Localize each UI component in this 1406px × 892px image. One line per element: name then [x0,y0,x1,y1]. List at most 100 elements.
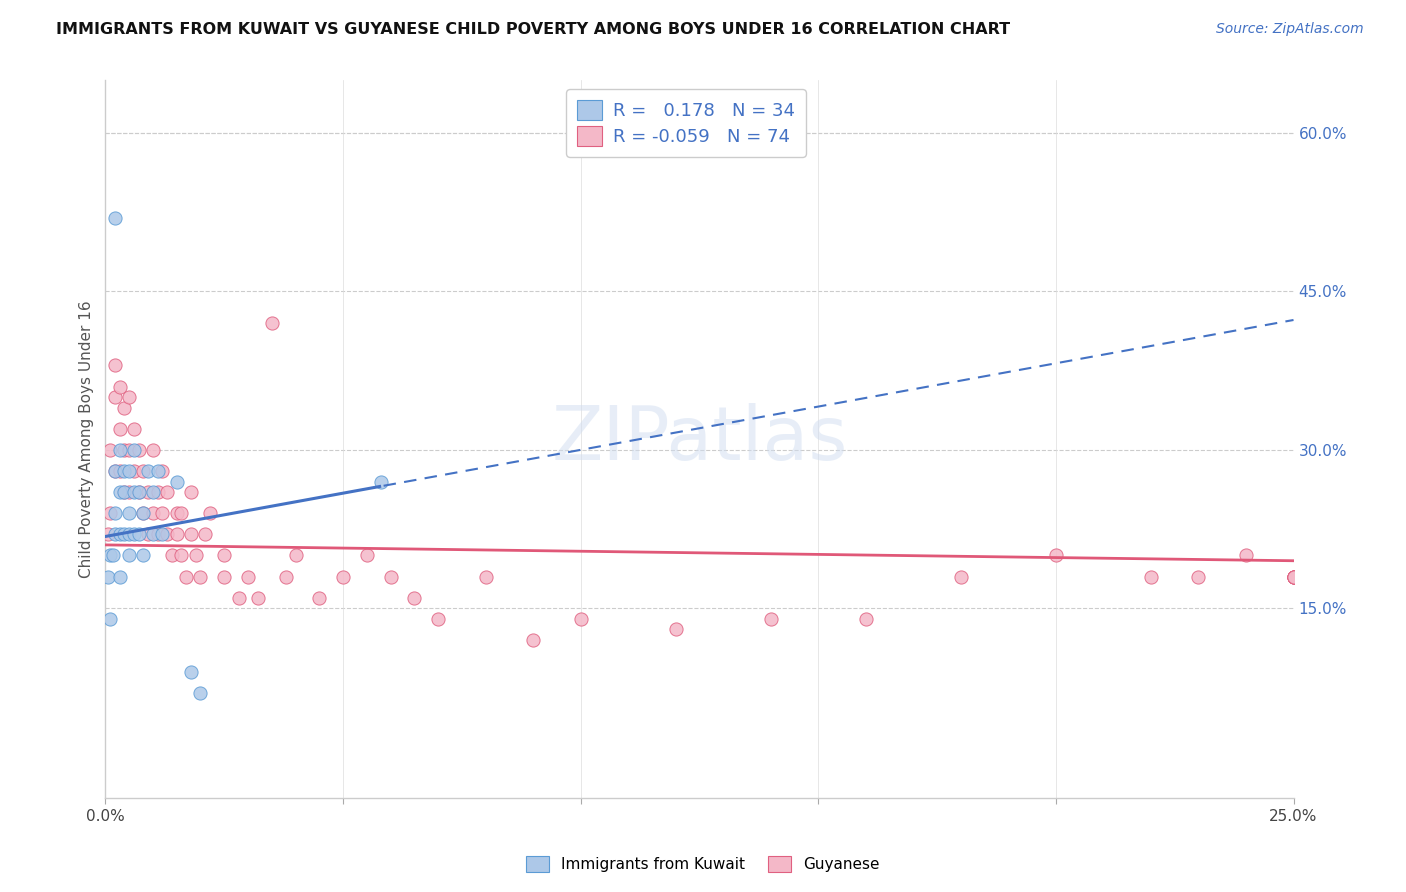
Point [142,442,165,457]
Point [370,475,392,489]
Point [427,612,450,626]
Point [170,549,193,563]
Point [122,485,145,500]
Point [108,464,131,478]
Point [118,506,141,520]
Point [855,612,877,626]
Point [665,623,688,637]
Point [104,464,127,478]
Point [190,686,212,700]
Point [146,527,169,541]
Point [98,612,121,626]
Point [569,612,592,626]
Point [180,527,202,541]
Point [152,464,174,478]
Point [474,569,496,583]
Point [118,464,141,478]
Point [194,527,217,541]
Point [132,506,155,520]
Point [128,442,150,457]
Point [156,527,179,541]
Point [132,506,155,520]
Point [146,464,169,478]
Point [104,464,127,478]
Point [104,359,127,373]
Point [104,390,127,404]
Point [274,569,297,583]
Point [128,485,150,500]
Point [380,569,402,583]
Point [98,549,121,563]
Point [1045,549,1067,563]
Legend: R =   0.178   N = 34, R = -0.059   N = 74: R = 0.178 N = 34, R = -0.059 N = 74 [567,89,806,157]
Point [122,422,145,436]
Point [190,569,212,583]
Point [198,506,221,520]
Point [522,632,544,647]
Point [118,527,141,541]
Point [146,485,169,500]
Point [136,464,159,478]
Point [214,549,236,563]
Point [166,475,188,489]
Point [949,569,972,583]
Point [1282,569,1305,583]
Point [759,612,782,626]
Point [98,442,121,457]
Point [166,527,188,541]
Point [236,569,259,583]
Point [1234,549,1257,563]
Point [108,527,131,541]
Point [356,549,378,563]
Point [160,549,183,563]
Point [1282,569,1305,583]
Point [108,379,131,393]
Y-axis label: Child Poverty Among Boys Under 16: Child Poverty Among Boys Under 16 [79,301,94,578]
Point [118,549,141,563]
Point [180,665,202,679]
Legend: Immigrants from Kuwait, Guyanese: Immigrants from Kuwait, Guyanese [519,848,887,880]
Point [246,591,269,605]
Point [308,591,330,605]
Point [114,485,136,500]
Point [108,422,131,436]
Point [104,527,127,541]
Text: IMMIGRANTS FROM KUWAIT VS GUYANESE CHILD POVERTY AMONG BOYS UNDER 16 CORRELATION: IMMIGRANTS FROM KUWAIT VS GUYANESE CHILD… [56,22,1011,37]
Text: ZIPatlas: ZIPatlas [551,403,848,475]
Point [332,569,354,583]
Point [118,442,141,457]
Point [108,442,131,457]
Point [114,527,136,541]
Point [284,549,307,563]
Point [104,506,127,520]
Point [97,569,120,583]
Point [104,211,127,225]
Point [114,464,136,478]
Point [98,506,121,520]
Point [228,591,250,605]
Point [404,591,426,605]
Point [1282,569,1305,583]
Point [214,569,236,583]
Point [1187,569,1209,583]
Point [114,442,136,457]
Point [1282,569,1305,583]
Point [156,485,179,500]
Point [101,549,124,563]
Point [114,401,136,415]
Point [97,527,120,541]
Point [128,485,150,500]
Point [132,464,155,478]
Point [152,527,174,541]
Point [142,527,165,541]
Point [152,506,174,520]
Point [114,485,136,500]
Point [166,506,188,520]
Point [170,506,193,520]
Point [136,485,159,500]
Point [136,527,159,541]
Text: Source: ZipAtlas.com: Source: ZipAtlas.com [1216,22,1364,37]
Point [174,569,197,583]
Point [184,549,207,563]
Point [108,485,131,500]
